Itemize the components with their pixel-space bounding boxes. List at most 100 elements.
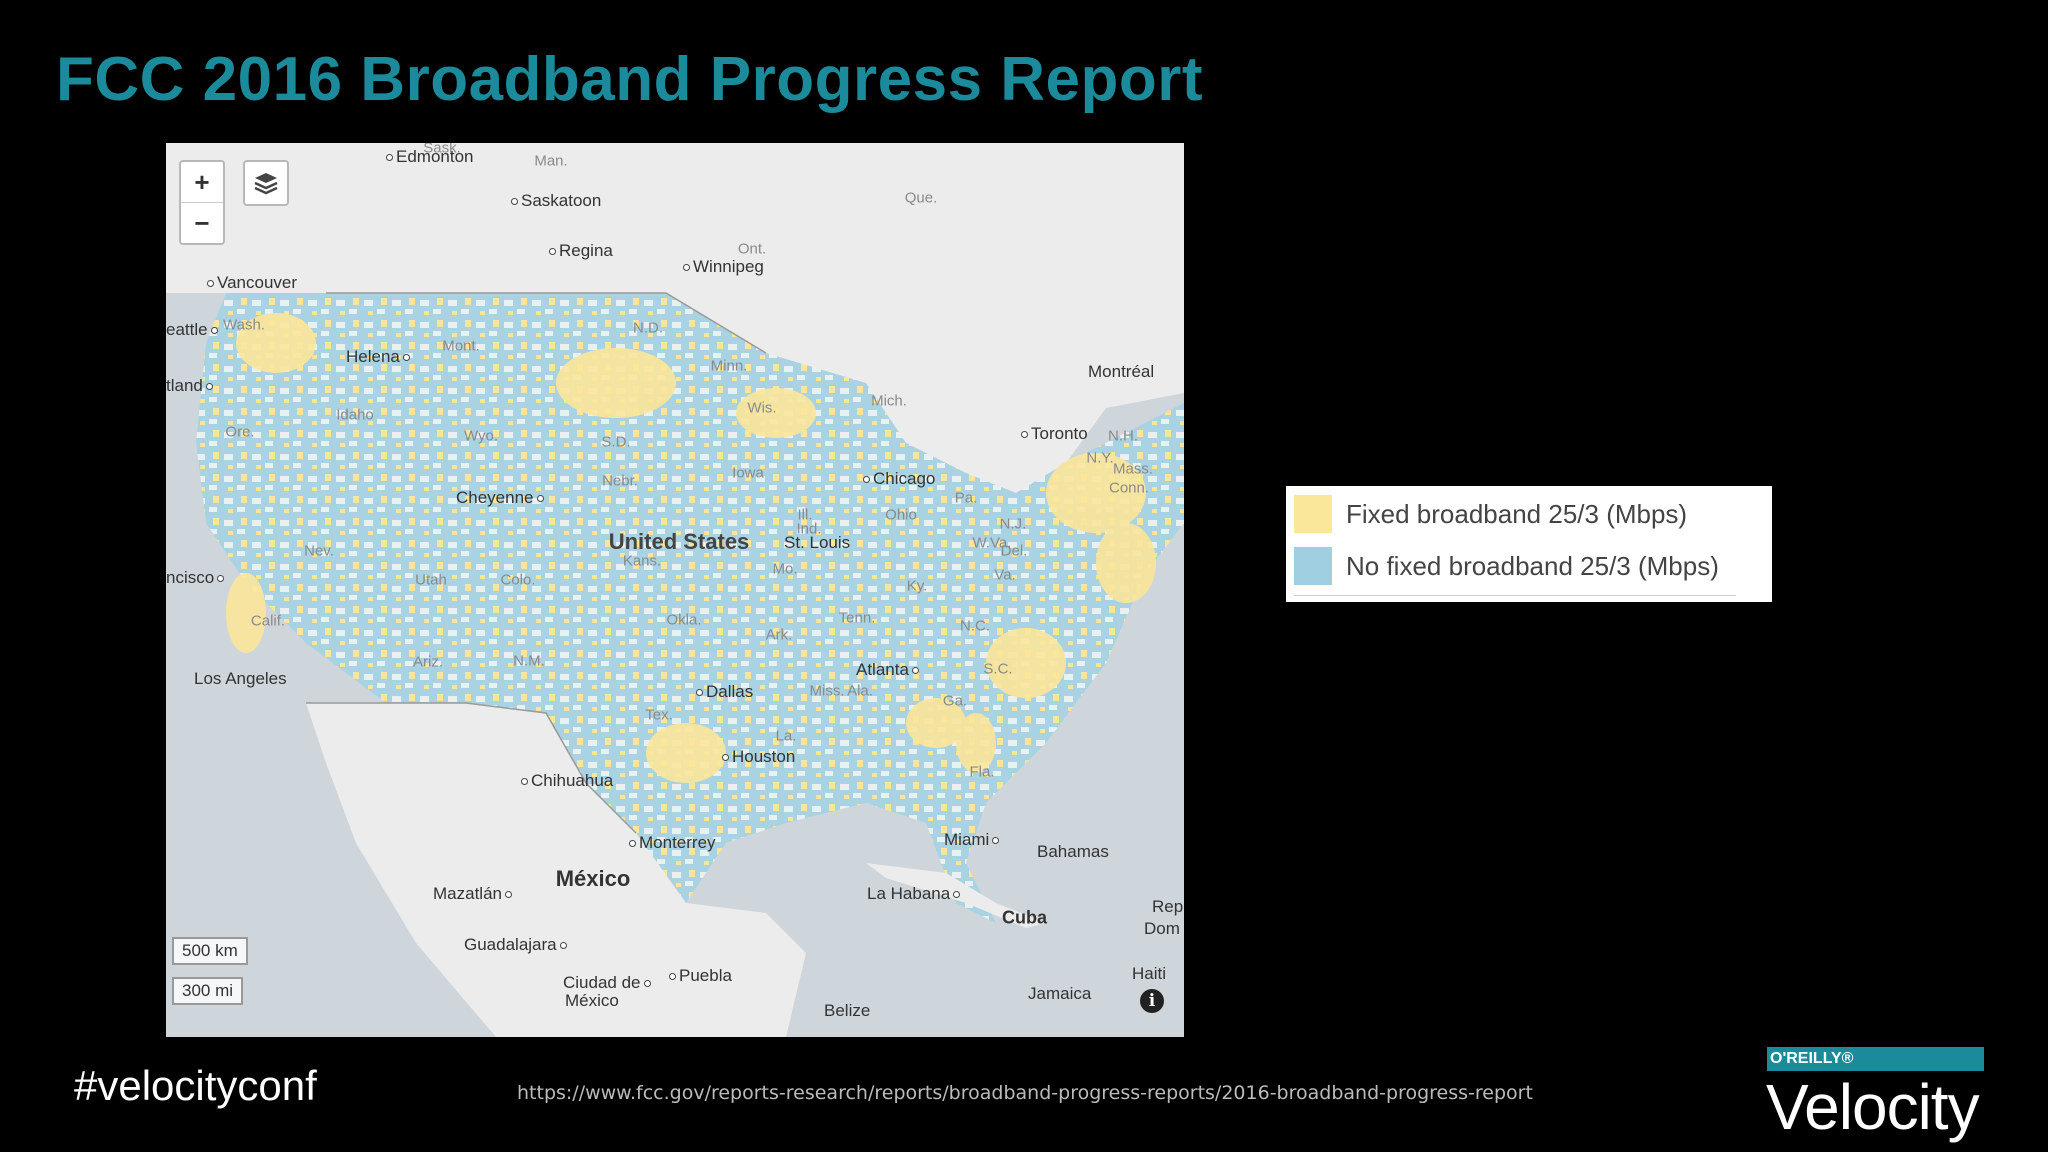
info-icon[interactable]: i [1140, 989, 1164, 1013]
region-label: Nev. [304, 542, 334, 560]
layers-button[interactable] [243, 160, 289, 206]
source-url[interactable]: https://www.fcc.gov/reports-research/rep… [517, 1082, 1533, 1104]
region-label: Mo. [772, 560, 798, 578]
region-label: Ga. [942, 692, 968, 710]
region-label: Sask. [423, 143, 461, 157]
city-toronto: Toronto [1018, 424, 1088, 444]
legend-divider [1294, 595, 1736, 596]
city-houston: Houston [719, 747, 795, 767]
legend-item-fixed: Fixed broadband 25/3 (Mbps) [1294, 494, 1687, 534]
scale-km: 500 km [172, 937, 248, 965]
velocity-logo: Velocity [1766, 1071, 1980, 1143]
city-bahamas: Bahamas [1037, 842, 1109, 861]
map-legend: Fixed broadband 25/3 (Mbps) No fixed bro… [1286, 486, 1772, 602]
region-label: N.J. [999, 515, 1027, 533]
city-atlanta: Atlanta [856, 660, 922, 680]
oreilly-logo: O'REILLY® [1767, 1047, 1984, 1071]
city-mexico-city-2: México [565, 991, 619, 1010]
region-label: Fla. [969, 763, 995, 781]
region-label: Ind. [796, 520, 822, 538]
legend-swatch-fixed [1294, 495, 1332, 533]
region-label: Que. [904, 189, 938, 207]
city-chihuahua: Chihuahua [518, 771, 613, 791]
city-mazatlan: Mazatlán [433, 884, 515, 904]
city-sanfrancisco: ncisco [166, 568, 227, 588]
region-label: N.D. [633, 319, 663, 337]
city-portland: tland [166, 376, 216, 396]
country-mexico: México [555, 866, 631, 891]
region-label: Ariz. [413, 653, 443, 671]
zoom-control: + − [179, 160, 225, 245]
city-puebla: Puebla [666, 966, 732, 986]
city-mexico-city: Ciudad de [563, 973, 654, 993]
region-label: Okla. [666, 611, 702, 629]
region-label: N.H. [1108, 427, 1138, 445]
region-label: Ky. [906, 577, 928, 595]
region-label: Ala. [847, 682, 873, 700]
region-label: Idaho [336, 406, 374, 424]
region-label: N.M. [513, 652, 545, 670]
region-label: Ohio [885, 506, 917, 524]
region-label: Tenn. [838, 609, 876, 627]
legend-item-no-fixed: No fixed broadband 25/3 (Mbps) [1294, 546, 1719, 586]
region-label: Tex. [645, 706, 673, 724]
city-dom: Dom [1144, 919, 1180, 938]
region-label: Man. [534, 152, 568, 170]
broadband-map[interactable]: + − Sask. Man. Ont. Que. Wash. Mont. N.D. Minn.… [166, 143, 1184, 1037]
region-label: N.Y. [1086, 449, 1114, 467]
region-label: S.C. [983, 660, 1013, 678]
region-label: Ill. [797, 506, 813, 524]
city-lahabana: La Habana [867, 884, 963, 904]
region-label: Ont. [737, 240, 767, 258]
city-monterrey: Monterrey [626, 833, 716, 853]
region-label: Wash. [223, 316, 265, 334]
region-label: La. [775, 727, 797, 745]
region-label: Minn. [710, 357, 748, 375]
region-label: Mont. [442, 337, 480, 355]
city-helena: Helena [346, 347, 413, 367]
zoom-in-button[interactable]: + [194, 167, 210, 197]
country-cuba: Cuba [1002, 907, 1047, 928]
region-label: Mich. [871, 392, 907, 410]
slide-title: FCC 2016 Broadband Progress Report [56, 45, 1204, 114]
region-label: Conn. [1108, 479, 1150, 497]
region-label: N.C. [960, 617, 990, 635]
region-label: Wis. [747, 399, 777, 417]
zoom-out-button[interactable]: − [181, 202, 223, 243]
layers-icon [254, 173, 278, 195]
region-label: Del. [1000, 542, 1028, 560]
city-seattle: eattle [166, 320, 221, 340]
map-basemap [166, 143, 1184, 1037]
city-edmonton: Edmonton [383, 147, 474, 167]
region-label: Colo. [500, 571, 536, 589]
region-label: W.Va. [972, 534, 1012, 552]
city-saskatoon: Saskatoon [508, 191, 601, 211]
region-label: Ark. [765, 626, 793, 644]
region-label: Kans. [622, 552, 662, 570]
city-guadalajara: Guadalajara [464, 935, 570, 955]
city-dallas: Dallas [693, 682, 753, 702]
region-label: Mass. [1112, 460, 1154, 478]
city-rep: Rep [1152, 897, 1184, 916]
city-miami: Miami [944, 830, 1002, 850]
region-label: Ore. [225, 423, 255, 441]
city-losangeles: Los Angeles [194, 669, 287, 688]
city-stlouis: St. Louis [784, 533, 851, 552]
legend-label-fixed: Fixed broadband 25/3 (Mbps) [1346, 498, 1688, 529]
region-label: Utah [415, 571, 447, 589]
city-cheyenne: Cheyenne [456, 488, 547, 508]
city-haiti: Haiti [1132, 964, 1167, 983]
region-label: Nebr. [602, 472, 638, 490]
scale-mi: 300 mi [172, 977, 244, 1005]
city-vancouver: Vancouver [204, 273, 297, 293]
city-regina: Regina [546, 241, 613, 261]
region-label: Va. [994, 566, 1016, 584]
us-coverage [196, 293, 1184, 923]
city-belize: Belize [824, 1001, 871, 1020]
region-label: Iowa [732, 464, 764, 482]
region-label: Calif. [250, 612, 286, 630]
region-label: Miss. [809, 682, 845, 700]
legend-label-no-fixed: No fixed broadband 25/3 (Mbps) [1346, 550, 1719, 581]
country-us: United States [608, 529, 750, 554]
legend-swatch-no-fixed [1294, 547, 1332, 585]
